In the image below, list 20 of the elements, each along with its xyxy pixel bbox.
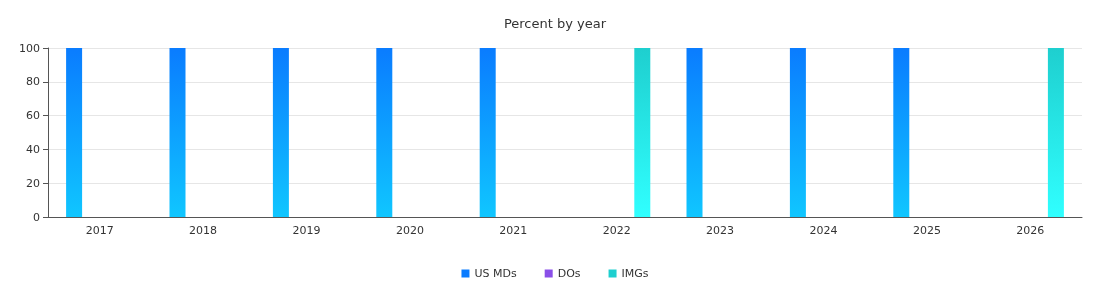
x-tick-label: 2022 xyxy=(602,224,631,237)
y-tick-label: 40 xyxy=(26,142,40,156)
x-tick-label: 2025 xyxy=(912,224,941,237)
x-tick-label: 2019 xyxy=(292,224,321,237)
chart-title: Percent by year xyxy=(503,16,607,31)
y-tick-label: 0 xyxy=(33,210,40,224)
y-tick-label: 80 xyxy=(26,75,40,89)
y-tick-label: 20 xyxy=(26,176,40,190)
y-tick-label: 60 xyxy=(26,109,40,123)
x-tick-label: 2017 xyxy=(85,224,114,237)
legend-label: US MDs xyxy=(474,267,517,280)
x-tick-label: 2018 xyxy=(189,224,218,237)
x-tick-label: 2026 xyxy=(1016,224,1045,237)
x-tick-label: 2020 xyxy=(395,224,424,237)
x-tick-label: 2024 xyxy=(809,224,838,237)
y-tick-label: 100 xyxy=(19,41,40,55)
x-tick-label: 2021 xyxy=(499,224,528,237)
x-tick-label: 2023 xyxy=(706,224,735,237)
legend-label: DOs xyxy=(557,267,581,280)
legend-label: IMGs xyxy=(621,267,649,280)
